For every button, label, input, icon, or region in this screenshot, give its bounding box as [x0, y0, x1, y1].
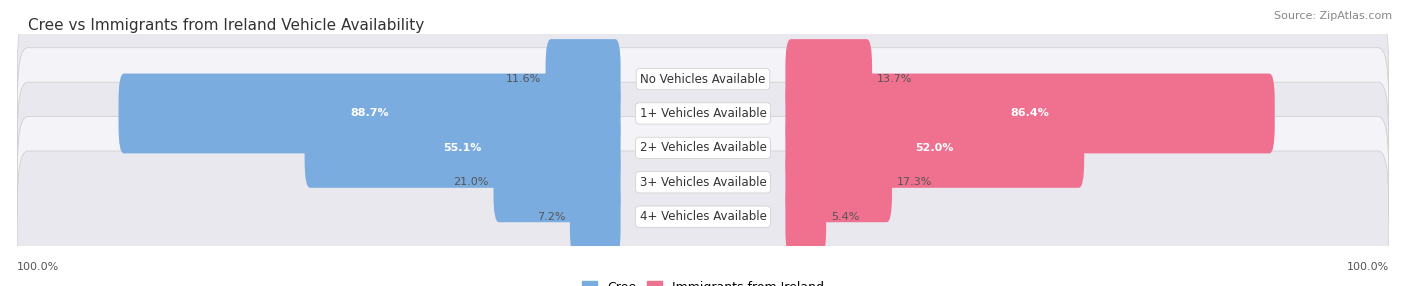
FancyBboxPatch shape — [786, 74, 1275, 153]
Text: 13.7%: 13.7% — [877, 74, 912, 84]
Text: 21.0%: 21.0% — [453, 177, 489, 187]
Text: 88.7%: 88.7% — [350, 108, 389, 118]
Text: 11.6%: 11.6% — [506, 74, 541, 84]
FancyBboxPatch shape — [17, 117, 1389, 248]
FancyBboxPatch shape — [494, 142, 620, 222]
Text: Source: ZipAtlas.com: Source: ZipAtlas.com — [1274, 11, 1392, 21]
FancyBboxPatch shape — [17, 48, 1389, 179]
Text: 100.0%: 100.0% — [17, 262, 59, 272]
FancyBboxPatch shape — [786, 39, 872, 119]
Text: Cree vs Immigrants from Ireland Vehicle Availability: Cree vs Immigrants from Ireland Vehicle … — [28, 18, 423, 33]
FancyBboxPatch shape — [118, 74, 620, 153]
FancyBboxPatch shape — [569, 177, 620, 257]
Text: 1+ Vehicles Available: 1+ Vehicles Available — [640, 107, 766, 120]
Text: 55.1%: 55.1% — [443, 143, 482, 153]
FancyBboxPatch shape — [786, 108, 1084, 188]
FancyBboxPatch shape — [17, 151, 1389, 283]
Text: 3+ Vehicles Available: 3+ Vehicles Available — [640, 176, 766, 189]
Text: 52.0%: 52.0% — [915, 143, 955, 153]
FancyBboxPatch shape — [786, 177, 827, 257]
Text: No Vehicles Available: No Vehicles Available — [640, 73, 766, 86]
Text: 7.2%: 7.2% — [537, 212, 565, 222]
Text: 2+ Vehicles Available: 2+ Vehicles Available — [640, 141, 766, 154]
FancyBboxPatch shape — [17, 82, 1389, 214]
FancyBboxPatch shape — [786, 142, 891, 222]
FancyBboxPatch shape — [17, 13, 1389, 145]
Legend: Cree, Immigrants from Ireland: Cree, Immigrants from Ireland — [578, 276, 828, 286]
FancyBboxPatch shape — [305, 108, 620, 188]
Text: 86.4%: 86.4% — [1011, 108, 1049, 118]
Text: 5.4%: 5.4% — [831, 212, 859, 222]
Text: 4+ Vehicles Available: 4+ Vehicles Available — [640, 210, 766, 223]
FancyBboxPatch shape — [546, 39, 620, 119]
Text: 17.3%: 17.3% — [897, 177, 932, 187]
Text: 100.0%: 100.0% — [1347, 262, 1389, 272]
